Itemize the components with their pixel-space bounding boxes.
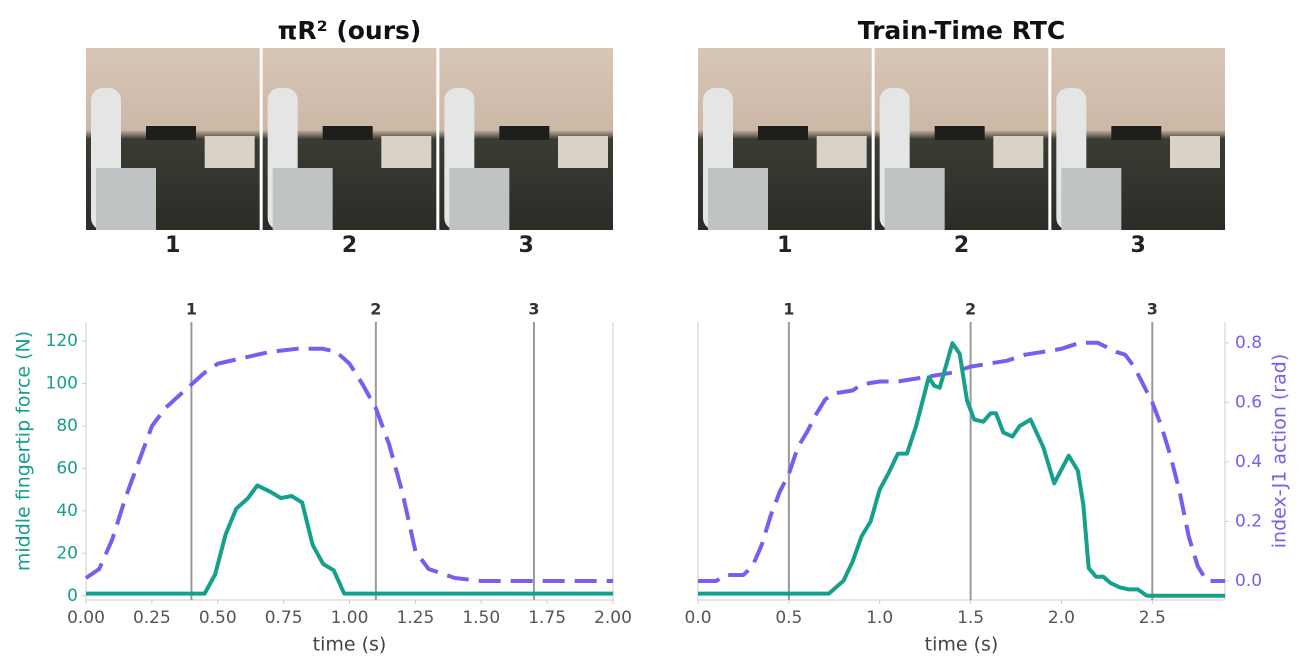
y2-tick-label: 0.4 [1235,452,1262,472]
x-tick-label: 1.25 [396,608,434,628]
frame-label: 2 [342,233,357,258]
photo [698,48,872,230]
photo [874,48,1049,230]
y2-tick-label: 0.0 [1235,571,1262,591]
event-label: 3 [1147,300,1158,319]
y-tick-label: 80 [56,416,78,436]
box [993,136,1044,168]
robot-base [1061,168,1122,230]
frame-label: 1 [777,233,792,258]
tray [146,126,196,140]
x-tick-label: 0.5 [775,608,802,628]
frame-label: 3 [519,233,534,258]
y2-tick-label: 0.2 [1235,511,1262,531]
series-line [86,483,613,596]
x-axis-label: time (s) [925,634,999,656]
x-tick-label: 2.5 [1139,608,1166,628]
tray [758,126,808,140]
box [816,136,867,168]
tray [1111,126,1162,140]
panel-title: Train-Time RTC [858,16,1065,45]
robot-base [96,168,156,230]
series-line [84,346,613,583]
y-tick-label: 100 [46,374,78,394]
frame-label: 3 [1131,233,1146,258]
y-tick-label: 40 [56,501,78,521]
photo [439,48,613,230]
y-tick-label: 0 [67,586,78,606]
frame-label: 1 [165,233,180,258]
tray [934,126,985,140]
robot-base [884,168,945,230]
x-tick-label: 0.00 [67,608,105,628]
x-tick-label: 0.75 [265,608,303,628]
x-tick-label: 2.00 [594,608,632,628]
y-tick-label: 120 [46,331,78,351]
x-tick-label: 0.0 [684,608,711,628]
x-tick-label: 1.5 [957,608,984,628]
panel-title: πR² (ours) [278,16,422,45]
x-tick-label: 0.50 [199,608,237,628]
box [1170,136,1220,168]
frame-label: 2 [954,233,969,258]
robot-base [449,168,510,230]
box [204,136,255,168]
series-line [698,341,1225,598]
event-label: 1 [783,300,794,319]
robot-base [708,168,768,230]
x-tick-label: 1.0 [866,608,893,628]
photo [262,48,437,230]
event-label: 2 [965,300,976,319]
x-tick-label: 1.00 [331,608,369,628]
event-label: 1 [186,300,197,319]
robot-base [272,168,333,230]
y2-tick-label: 0.8 [1235,333,1262,353]
tray [499,126,550,140]
x-tick-label: 1.75 [528,608,566,628]
x-axis-label: time (s) [313,634,387,656]
y2-axis-label: index-J1 action (rad) [1269,354,1291,549]
event-label: 2 [370,300,381,319]
y-axis-label: middle fingertip force (N) [13,331,35,571]
photo [86,48,260,230]
tray [322,126,373,140]
x-tick-label: 0.25 [133,608,171,628]
x-tick-label: 2.0 [1048,608,1075,628]
event-label: 3 [528,300,539,319]
photo [1051,48,1225,230]
box [381,136,432,168]
y2-tick-label: 0.6 [1235,392,1262,412]
x-tick-label: 1.50 [462,608,500,628]
y-tick-label: 20 [56,543,78,563]
y-tick-label: 60 [56,458,78,478]
series-line [698,340,1225,583]
box [558,136,608,168]
